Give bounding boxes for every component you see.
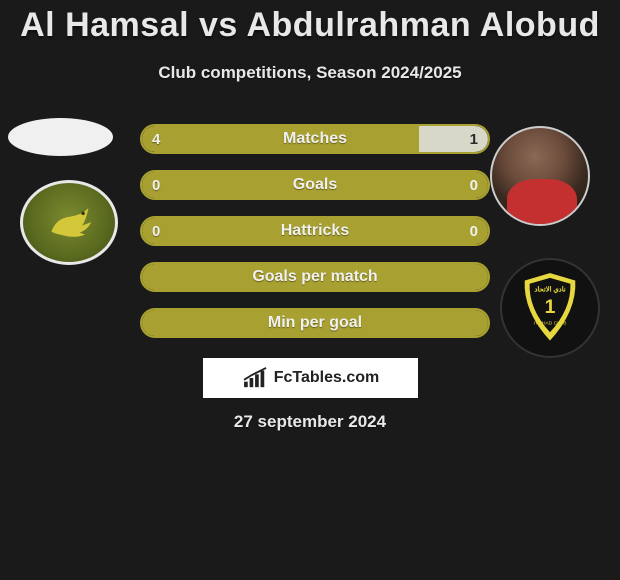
- svg-text:ITTIHAD CLUB: ITTIHAD CLUB: [533, 321, 566, 327]
- bar-label: Matches: [142, 130, 488, 148]
- bar-value-right: 1: [470, 131, 478, 148]
- svg-text:نادي الاتحاد: نادي الاتحاد: [534, 285, 565, 294]
- player-right-avatar: [490, 126, 590, 226]
- bar-value-left: 0: [152, 177, 160, 194]
- chart-icon: [242, 367, 270, 389]
- comparison-bars: Matches41Goals00Hattricks00Goals per mat…: [140, 124, 490, 354]
- date-label: 27 september 2024: [0, 412, 620, 432]
- bar-label: Goals per match: [142, 268, 488, 286]
- page-title: Al Hamsal vs Abdulrahman Alobud: [0, 0, 620, 45]
- stat-bar: Min per goal: [140, 308, 490, 338]
- bar-value-right: 0: [470, 223, 478, 240]
- watermark: FcTables.com: [203, 358, 418, 398]
- club-right-badge: نادي الاتحاد 1 ITTIHAD CLUB: [500, 258, 600, 358]
- club-left-badge: [20, 180, 118, 265]
- bar-value-left: 4: [152, 131, 160, 148]
- bar-value-right: 0: [470, 177, 478, 194]
- bird-icon: [42, 201, 96, 245]
- bar-label: Min per goal: [142, 314, 488, 332]
- player-left-avatar: [8, 118, 113, 156]
- stat-bar: Matches4 1: [140, 124, 490, 154]
- svg-text:1: 1: [545, 296, 556, 318]
- stat-bar: Hattricks0 0: [140, 216, 490, 246]
- watermark-text: FcTables.com: [274, 369, 380, 387]
- bar-value-left: 0: [152, 223, 160, 240]
- bar-label: Goals: [142, 176, 488, 194]
- stat-bar: Goals0 0: [140, 170, 490, 200]
- subtitle: Club competitions, Season 2024/2025: [0, 63, 620, 83]
- bar-label: Hattricks: [142, 222, 488, 240]
- stat-bar: Goals per match: [140, 262, 490, 292]
- shield-icon: نادي الاتحاد 1 ITTIHAD CLUB: [516, 268, 584, 348]
